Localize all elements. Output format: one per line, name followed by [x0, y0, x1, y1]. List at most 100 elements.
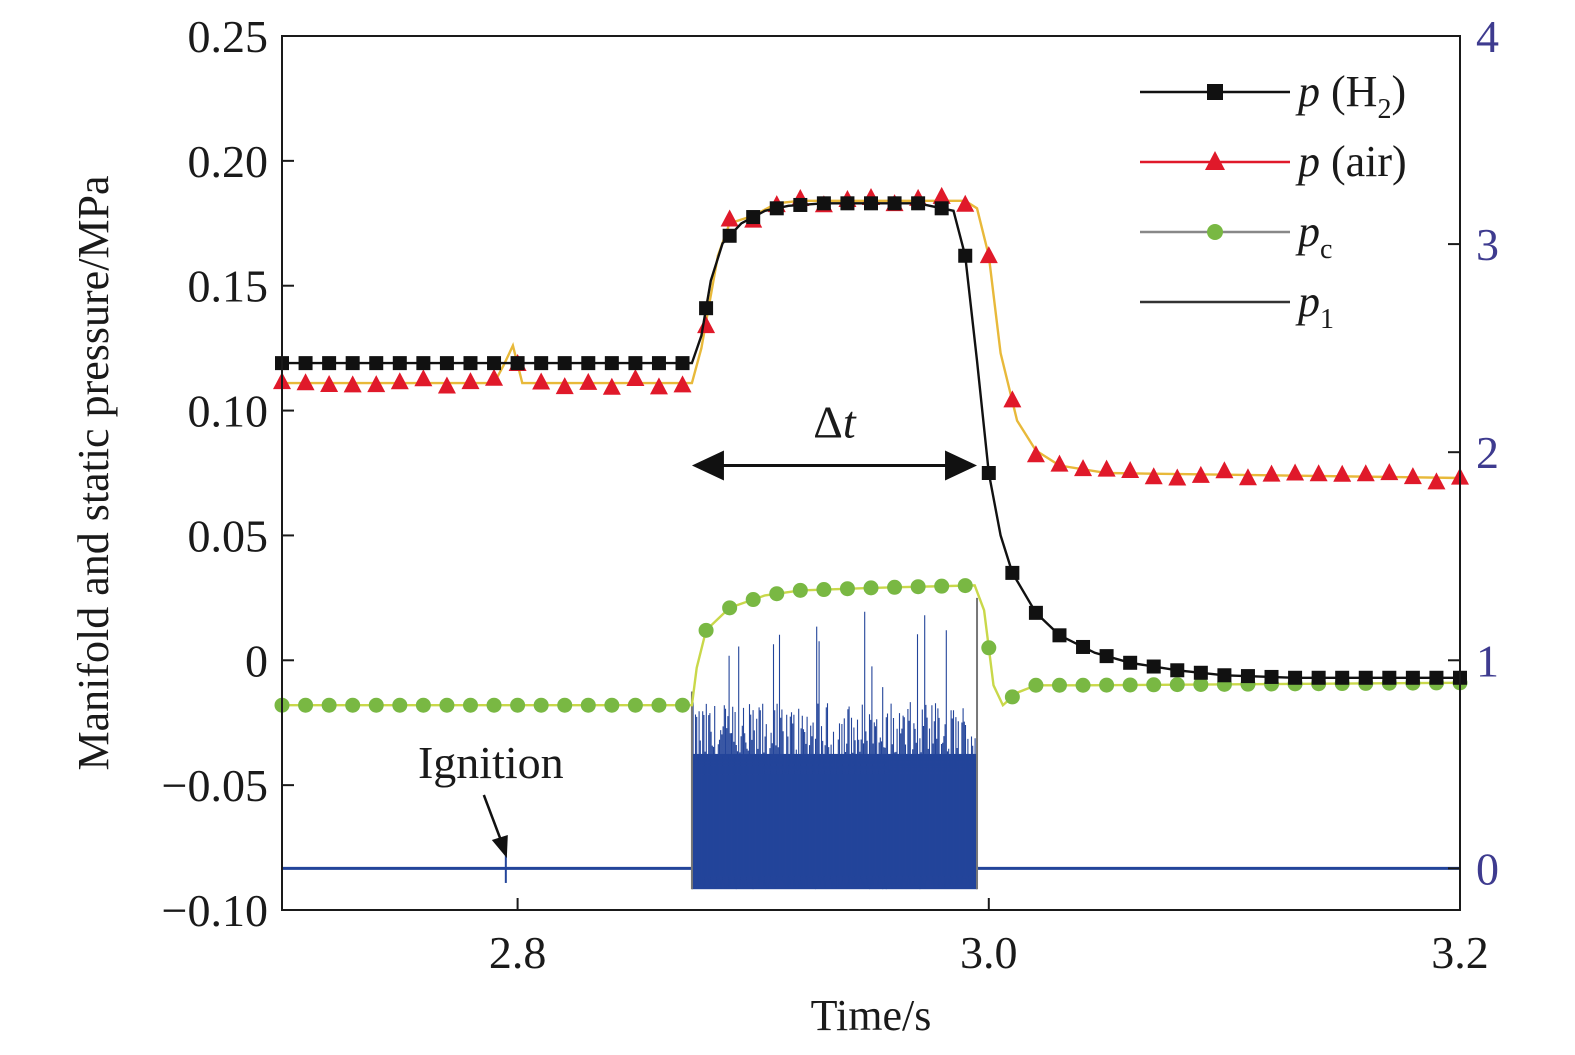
y-tick-label: 0.25: [188, 11, 269, 62]
h2-marker: [746, 210, 761, 225]
air-marker: [1427, 472, 1446, 490]
legend-marker-air: [1205, 151, 1225, 170]
h2-marker: [1264, 669, 1279, 684]
legend-subscript: 1: [1320, 304, 1334, 335]
h2-marker: [345, 356, 360, 371]
pc-marker: [1051, 677, 1067, 693]
h2-marker: [534, 356, 549, 371]
h2-marker: [1335, 670, 1350, 685]
air-marker: [1262, 464, 1281, 482]
legend-text: (air): [1320, 137, 1407, 186]
delta-t-label: Δt: [813, 397, 857, 448]
h2-marker: [699, 301, 714, 316]
legend-label-h2: p (H2): [1295, 67, 1406, 125]
air-marker: [1003, 390, 1022, 408]
pc-marker: [415, 697, 431, 713]
air-marker: [437, 376, 456, 394]
legend-marker-h2: [1207, 84, 1223, 100]
y2-tick-label: 4: [1476, 11, 1499, 62]
h2-marker: [1076, 639, 1091, 654]
air-marker: [461, 372, 480, 390]
air-marker: [579, 372, 598, 390]
h2-marker: [1170, 663, 1185, 678]
legend-label-p1: p1: [1295, 277, 1334, 335]
y-tick-label: 0.20: [188, 136, 269, 187]
pc-marker: [1169, 677, 1185, 693]
series-layer: [273, 186, 1469, 890]
h2-marker: [1311, 670, 1326, 685]
x-tick-label: 3.0: [960, 927, 1018, 978]
h2-marker: [1217, 668, 1232, 683]
air-marker: [626, 368, 645, 386]
h2-marker: [1052, 628, 1067, 643]
air-marker: [414, 369, 433, 387]
pc-marker: [887, 579, 903, 595]
h2-marker: [1099, 649, 1114, 664]
pc-marker: [1099, 677, 1115, 693]
legend-label-pc: pc: [1295, 207, 1332, 265]
air-line: [282, 199, 1461, 480]
h2-marker: [1005, 565, 1020, 580]
air-marker: [1286, 463, 1305, 481]
air-marker: [697, 316, 716, 334]
y-tick-label: 0.10: [188, 386, 269, 437]
h2-marker: [651, 356, 666, 371]
x-tick-label: 2.8: [489, 927, 547, 978]
annotation-layer: Δt Ignition: [418, 397, 978, 858]
pc-marker: [792, 582, 808, 598]
air-marker: [1356, 464, 1375, 482]
air-marker: [1097, 459, 1116, 477]
h2-marker: [1382, 670, 1397, 685]
h2-marker: [322, 356, 337, 371]
air-marker: [1333, 464, 1352, 482]
h2-marker: [1240, 669, 1255, 684]
h2-marker: [887, 196, 902, 211]
pc-marker: [533, 697, 549, 713]
air-marker: [1215, 461, 1234, 479]
air-marker: [1144, 467, 1163, 485]
h2-marker: [369, 356, 384, 371]
h2-marker: [581, 356, 596, 371]
pc-marker: [627, 697, 643, 713]
h2-marker: [463, 356, 478, 371]
h2-marker: [675, 356, 690, 371]
air-marker: [296, 373, 315, 391]
y-axis-title: Manifold and static pressure/MPa: [69, 175, 118, 770]
pc-marker: [910, 579, 926, 595]
air-marker: [673, 375, 692, 393]
legend-marker-pc: [1207, 224, 1223, 240]
delta-t-arrowhead-left: [691, 450, 724, 481]
pc-marker: [604, 697, 620, 713]
h2-marker: [604, 356, 619, 371]
y-tick-label: −0.10: [162, 885, 268, 936]
h2-marker: [1146, 659, 1161, 674]
air-marker: [1380, 463, 1399, 481]
pc-marker: [675, 697, 691, 713]
pc-marker: [863, 580, 879, 596]
delta-t-var: t: [843, 397, 857, 448]
pc-marker: [439, 697, 455, 713]
pc-marker: [981, 640, 997, 656]
h2-marker: [1288, 670, 1303, 685]
y-tick-label: 0.05: [188, 510, 269, 561]
h2-marker: [416, 356, 431, 371]
pc-marker: [580, 697, 596, 713]
h2-marker: [557, 356, 572, 371]
legend-symbol: p: [1295, 277, 1320, 326]
air-marker: [1168, 468, 1187, 486]
h2-marker: [1405, 670, 1420, 685]
y2-tick-label: 0: [1476, 843, 1499, 894]
pc-marker: [957, 578, 973, 594]
legend-subscript: 2: [1377, 94, 1391, 125]
pc-marker: [392, 697, 408, 713]
legend-symbol: p: [1295, 67, 1320, 116]
h2-marker: [911, 196, 926, 211]
pc-marker: [298, 697, 314, 713]
pc-marker: [510, 697, 526, 713]
y2-tick-label: 2: [1476, 427, 1499, 478]
h2-marker: [487, 356, 502, 371]
air-marker: [320, 374, 339, 392]
air-marker: [1026, 445, 1045, 463]
h2-marker: [793, 197, 808, 212]
pc-marker: [368, 697, 384, 713]
